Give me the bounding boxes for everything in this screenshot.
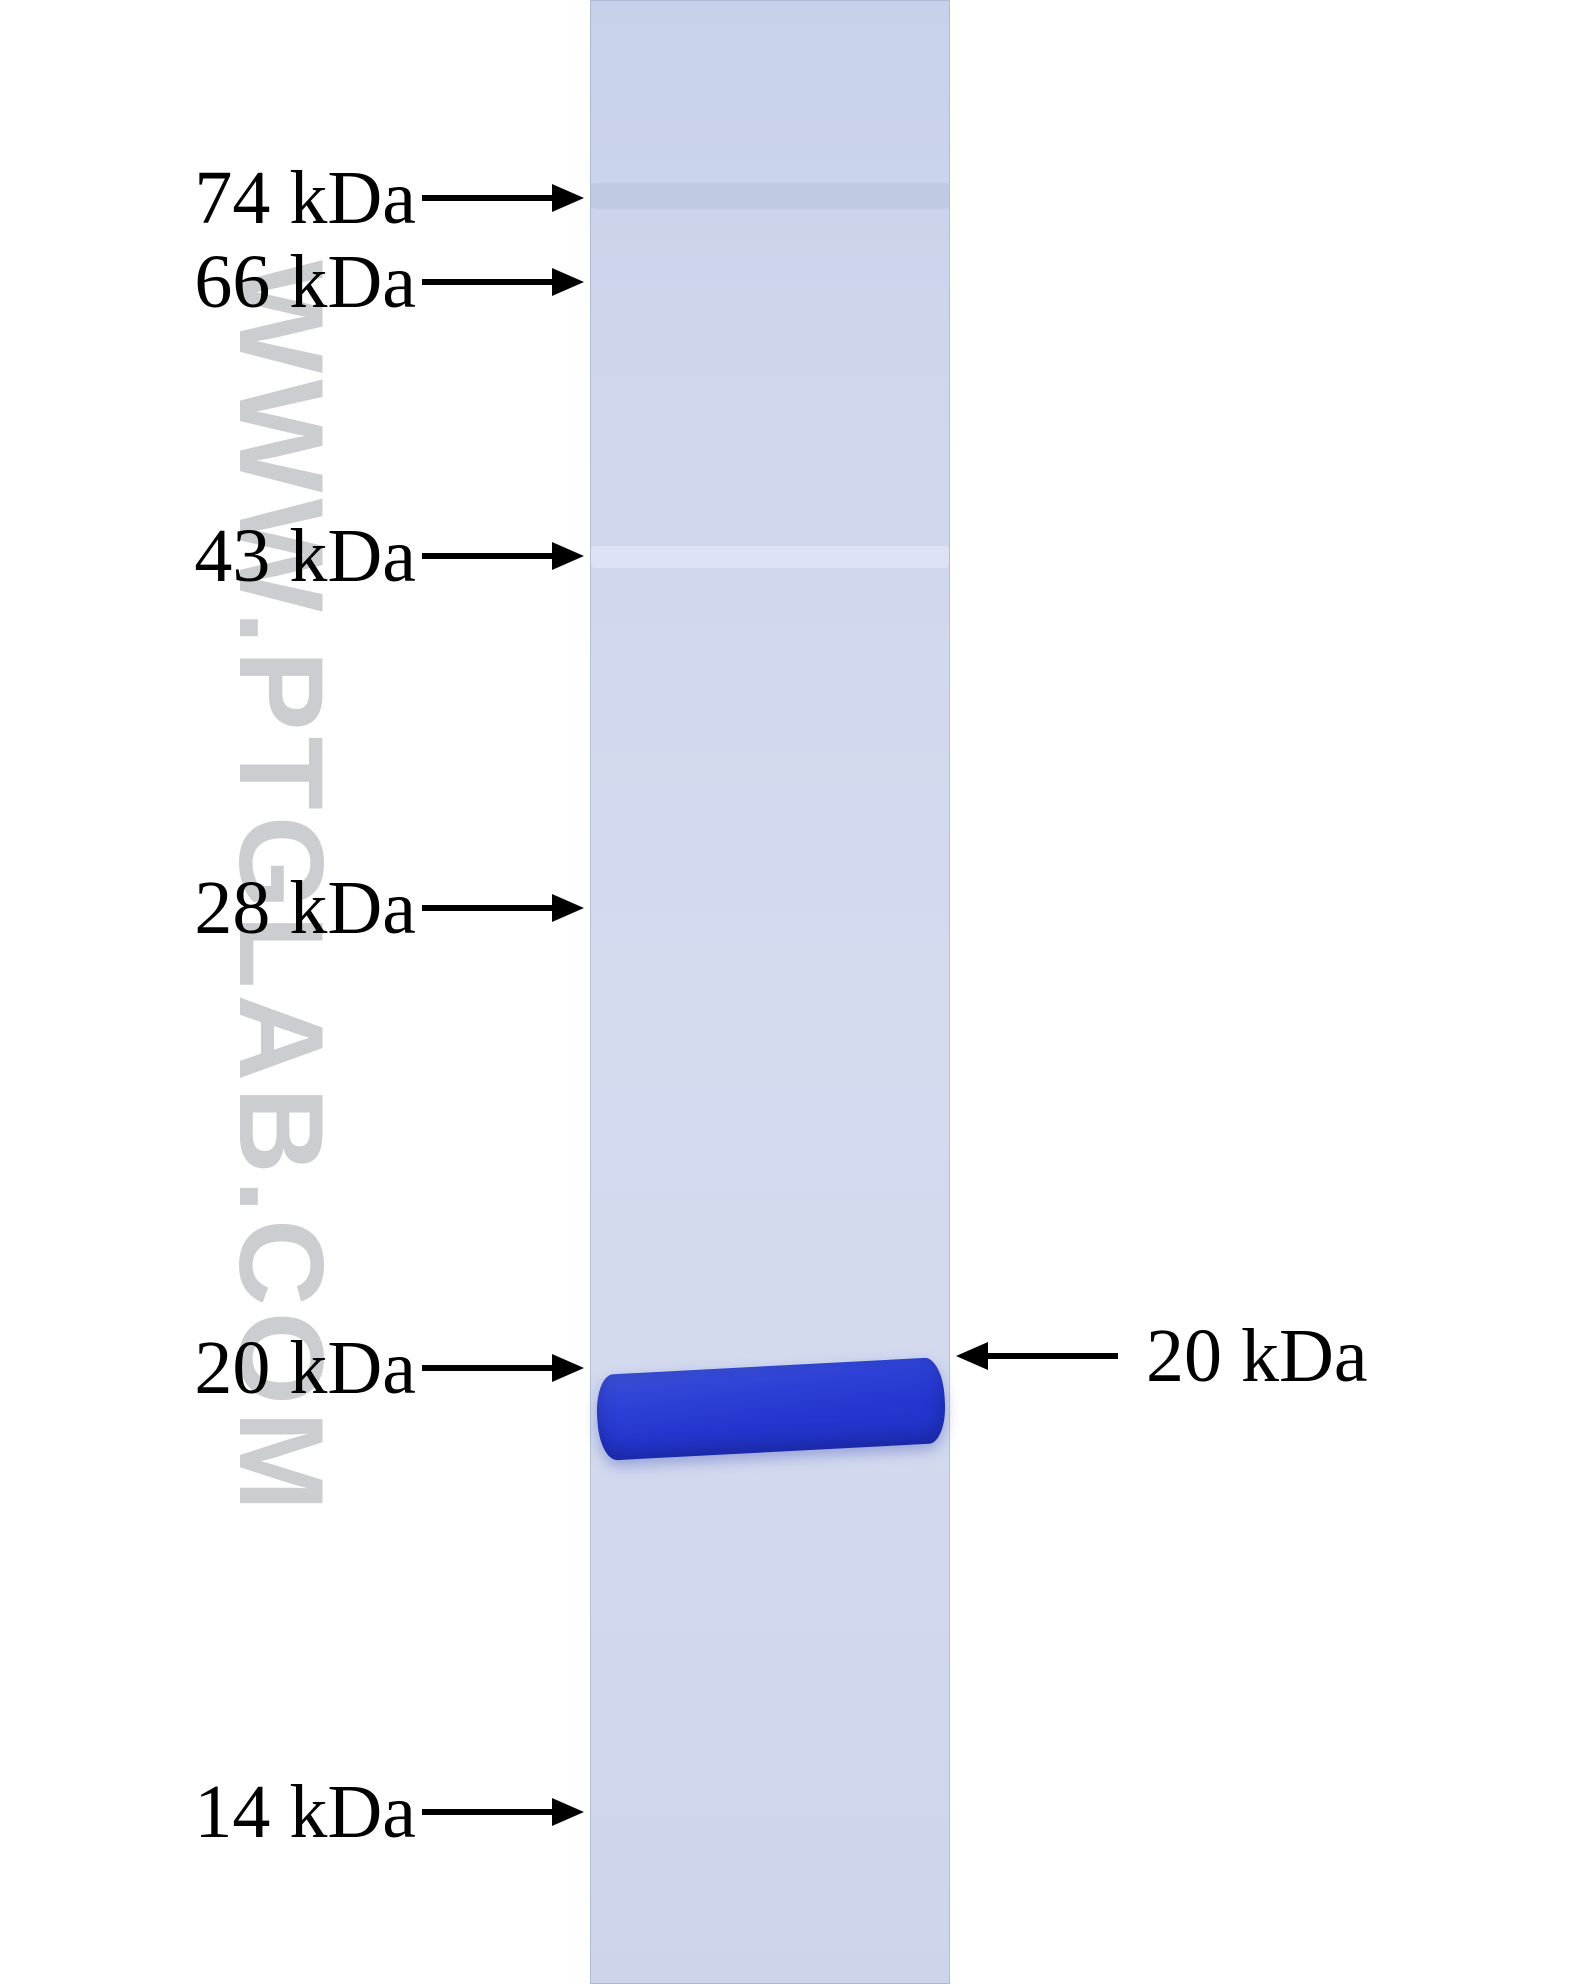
mw-marker-label: 43 kDa bbox=[194, 518, 416, 594]
arrow-left-icon bbox=[956, 1342, 1118, 1370]
mw-marker-label: 28 kDa bbox=[194, 870, 416, 946]
mw-marker-label: 20 kDa bbox=[194, 1330, 416, 1406]
protein-band-20kda bbox=[595, 1357, 947, 1461]
mw-marker-right: 20 kDa bbox=[956, 1318, 1368, 1394]
arrow-right-icon bbox=[422, 184, 584, 212]
mw-marker-left: 43 kDa bbox=[0, 518, 584, 594]
mw-marker-label: 66 kDa bbox=[194, 244, 416, 320]
mw-marker-label: 74 kDa bbox=[194, 160, 416, 236]
mw-marker-left: 14 kDa bbox=[0, 1774, 584, 1850]
gel-figure: WWW.PTGLAB.COM 74 kDa66 kDa43 kDa28 kDa2… bbox=[0, 0, 1585, 1984]
mw-marker-left: 74 kDa bbox=[0, 160, 584, 236]
arrow-right-icon bbox=[422, 542, 584, 570]
mw-marker-left: 28 kDa bbox=[0, 870, 584, 946]
mw-marker-left: 20 kDa bbox=[0, 1330, 584, 1406]
arrow-right-icon bbox=[422, 1798, 584, 1826]
arrow-right-icon bbox=[422, 894, 584, 922]
mw-marker-label: 20 kDa bbox=[1146, 1318, 1368, 1394]
faint-band bbox=[591, 546, 949, 568]
faint-band bbox=[591, 183, 949, 209]
arrow-right-icon bbox=[422, 1354, 584, 1382]
arrow-right-icon bbox=[422, 268, 584, 296]
mw-marker-label: 14 kDa bbox=[194, 1774, 416, 1850]
gel-lane bbox=[590, 0, 950, 1984]
mw-marker-left: 66 kDa bbox=[0, 244, 584, 320]
